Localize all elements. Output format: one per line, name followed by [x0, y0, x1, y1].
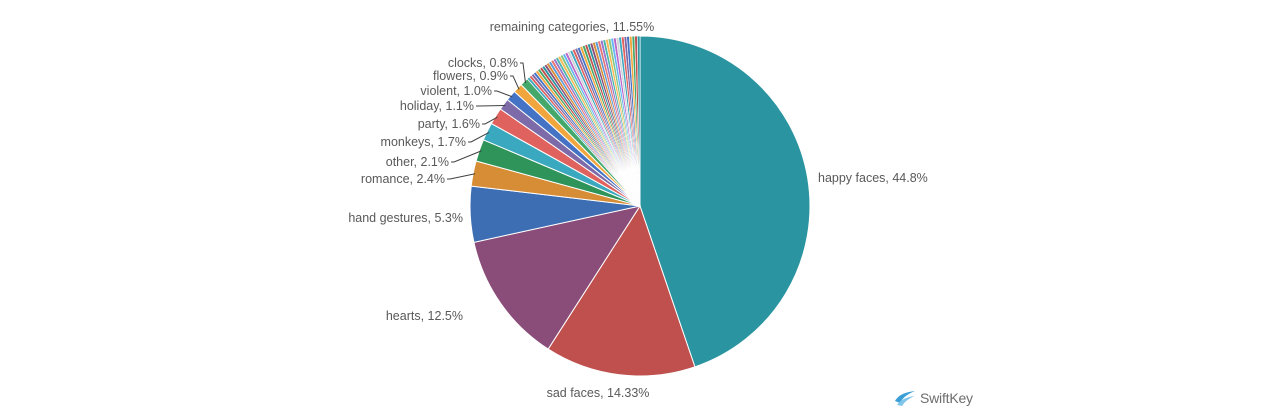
brand-logo: SwiftKey — [893, 388, 973, 408]
pie-slices — [469, 35, 811, 377]
pie-slice-remaining-categories — [526, 35, 641, 207]
leader-lines — [447, 62, 526, 180]
label-remaining-categories: remaining categories, 11.55% — [490, 20, 654, 34]
label-sad-faces: sad faces, 14.33% — [547, 386, 650, 400]
label-romance: romance, 2.4% — [361, 172, 445, 186]
label-happy-faces: happy faces, 44.8% — [818, 171, 928, 185]
leader-line-violent — [494, 90, 513, 98]
leader-line-romance — [447, 173, 476, 180]
leader-line-monkeys — [468, 131, 490, 143]
label-flowers: flowers, 0.9% — [433, 69, 508, 83]
label-violent: violent, 1.0% — [420, 84, 492, 98]
pie-slice-remaining-categories-part — [637, 35, 641, 207]
slice-labels: happy faces, 44.8% sad faces, 14.33% heart… — [348, 20, 927, 400]
label-holiday: holiday, 1.1% — [400, 99, 474, 113]
label-party: party, 1.6% — [418, 117, 480, 131]
label-hand-gestures: hand gestures, 5.3% — [348, 211, 463, 225]
pie-slice-hearts — [473, 205, 642, 350]
pie-slice-sad-faces — [547, 204, 696, 377]
leader-line-clocks — [520, 62, 526, 84]
leader-line-flowers — [510, 75, 520, 90]
label-monkeys: monkeys, 1.7% — [381, 135, 466, 149]
leader-line-party — [482, 116, 498, 125]
brand-name: SwiftKey — [920, 390, 973, 406]
label-clocks: clocks, 0.8% — [448, 56, 518, 70]
pie-slice-happy-faces — [639, 35, 811, 368]
leader-line-other — [451, 150, 482, 163]
label-other: other, 2.1% — [386, 155, 449, 169]
swiftkey-logo-icon — [895, 391, 915, 406]
label-hearts: hearts, 12.5% — [386, 309, 463, 323]
leader-line-holiday — [476, 105, 506, 107]
